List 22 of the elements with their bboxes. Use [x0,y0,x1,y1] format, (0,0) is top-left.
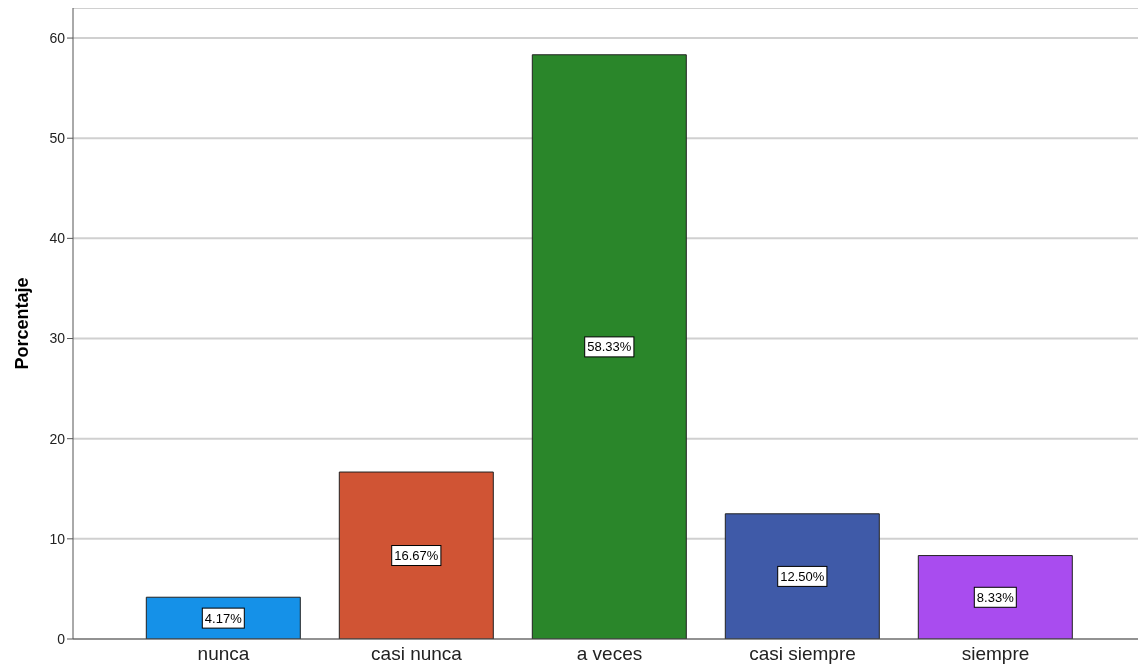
bar [531,54,687,639]
y-tick-label: 30 [49,330,66,347]
x-tick-label: nunca [197,643,250,665]
data-label: 58.33% [587,339,632,355]
x-tick-label: casi siempre [749,643,856,665]
bar [917,555,1073,639]
bar [724,513,880,639]
y-tick-label: 60 [49,30,66,47]
data-label: 16.67% [394,548,439,564]
y-tick-label: 10 [49,530,66,547]
bar [338,471,494,639]
y-tick-label: 0 [57,630,66,647]
y-tick-label: 20 [49,430,66,447]
x-tick-label: casi nunca [371,643,463,665]
y-tick-label: 50 [49,130,66,147]
y-tick-label: 40 [49,230,66,247]
y-axis-title: Porcentaje [12,277,33,370]
data-label: 8.33% [976,589,1015,605]
x-tick-label: a veces [576,643,643,665]
data-label: 12.50% [780,568,825,584]
data-label: 4.17% [204,610,243,626]
x-tick-label: siempre [961,643,1030,665]
